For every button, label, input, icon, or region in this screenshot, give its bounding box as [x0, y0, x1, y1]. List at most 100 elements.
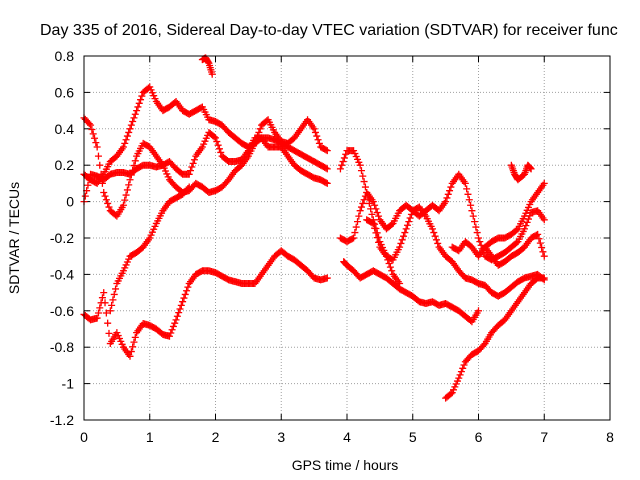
data-point [112, 285, 120, 293]
y-tick-label: 0.4 [55, 121, 75, 137]
data-point [81, 192, 89, 200]
data-point [185, 170, 193, 178]
data-point [134, 103, 142, 111]
data-point [104, 319, 112, 327]
data-point [213, 138, 221, 146]
data-point [102, 196, 110, 204]
data-point [355, 212, 363, 220]
data-point [92, 139, 100, 147]
data-point [432, 236, 440, 244]
data-point [106, 307, 114, 315]
series-track-14 [481, 230, 548, 269]
data-point [89, 130, 97, 138]
data-point [375, 212, 383, 220]
data-point [373, 209, 381, 217]
data-point [476, 238, 484, 246]
data-point [313, 132, 321, 140]
data-point [212, 134, 219, 142]
data-point [189, 159, 197, 167]
x-tick-label: 6 [475, 429, 483, 445]
data-point [356, 207, 364, 215]
data-point [323, 179, 331, 187]
data-point [190, 156, 198, 164]
data-point [181, 290, 189, 298]
data-point [338, 161, 346, 169]
data-point [85, 120, 93, 128]
data-point [88, 126, 96, 134]
x-tick-label: 8 [606, 429, 614, 445]
data-point [119, 143, 127, 151]
data-point [475, 234, 482, 242]
data-point [465, 196, 473, 204]
data-point [180, 294, 188, 302]
data-point [165, 332, 173, 340]
data-points [80, 54, 548, 402]
data-point [521, 225, 529, 233]
x-tick-label: 7 [540, 429, 548, 445]
data-point [96, 161, 104, 169]
data-point [135, 99, 143, 107]
data-point [534, 230, 542, 238]
series-track-6 [198, 54, 216, 78]
data-point [167, 329, 175, 337]
data-point [101, 299, 109, 307]
data-point [535, 235, 543, 243]
series-track-13 [507, 161, 535, 184]
data-point [171, 319, 179, 327]
series-track-10 [363, 203, 548, 300]
x-tick-label: 0 [80, 429, 88, 445]
data-point [215, 145, 223, 153]
data-point [84, 181, 92, 189]
data-point [96, 304, 104, 312]
data-point [372, 229, 380, 237]
series-track-3 [80, 128, 331, 206]
data-point [477, 241, 485, 249]
data-point [365, 199, 373, 207]
data-point [538, 243, 546, 251]
data-point [401, 229, 409, 237]
data-point [130, 338, 138, 346]
data-point [527, 165, 535, 173]
series-track-11 [442, 274, 548, 402]
data-point [85, 176, 93, 184]
data-point [371, 224, 379, 232]
data-point [172, 316, 180, 324]
data-point [214, 141, 222, 149]
x-tick-labels: 0 1 2 3 4 5 6 7 8 [80, 429, 614, 445]
data-point [131, 157, 139, 165]
data-point [169, 322, 177, 330]
data-point [311, 128, 319, 136]
data-point [127, 348, 135, 356]
data-point [121, 139, 129, 147]
data-point [540, 252, 548, 260]
data-point [187, 167, 195, 175]
data-point [473, 229, 481, 237]
data-point [123, 132, 131, 140]
data-point [359, 199, 367, 207]
data-point [397, 239, 405, 247]
data-point [129, 118, 137, 126]
data-point [357, 203, 365, 211]
y-tick-label: -0.2 [50, 230, 74, 246]
data-point [539, 248, 547, 256]
data-point [342, 150, 350, 158]
data-point [472, 223, 480, 231]
data-point [447, 390, 455, 398]
series-track-5 [80, 247, 331, 360]
data-point [94, 152, 102, 160]
plot-frame [83, 55, 611, 421]
data-point [93, 143, 101, 151]
series-track-9 [340, 258, 482, 326]
data-point [100, 289, 108, 297]
data-point [176, 305, 184, 313]
data-point [101, 192, 109, 200]
data-point [323, 274, 331, 282]
data-point [87, 121, 95, 129]
data-point [368, 210, 376, 218]
data-point [348, 235, 356, 243]
data-point [513, 239, 521, 247]
data-point [339, 158, 347, 166]
data-point [210, 133, 218, 141]
data-point [100, 189, 108, 196]
data-point [359, 172, 367, 180]
